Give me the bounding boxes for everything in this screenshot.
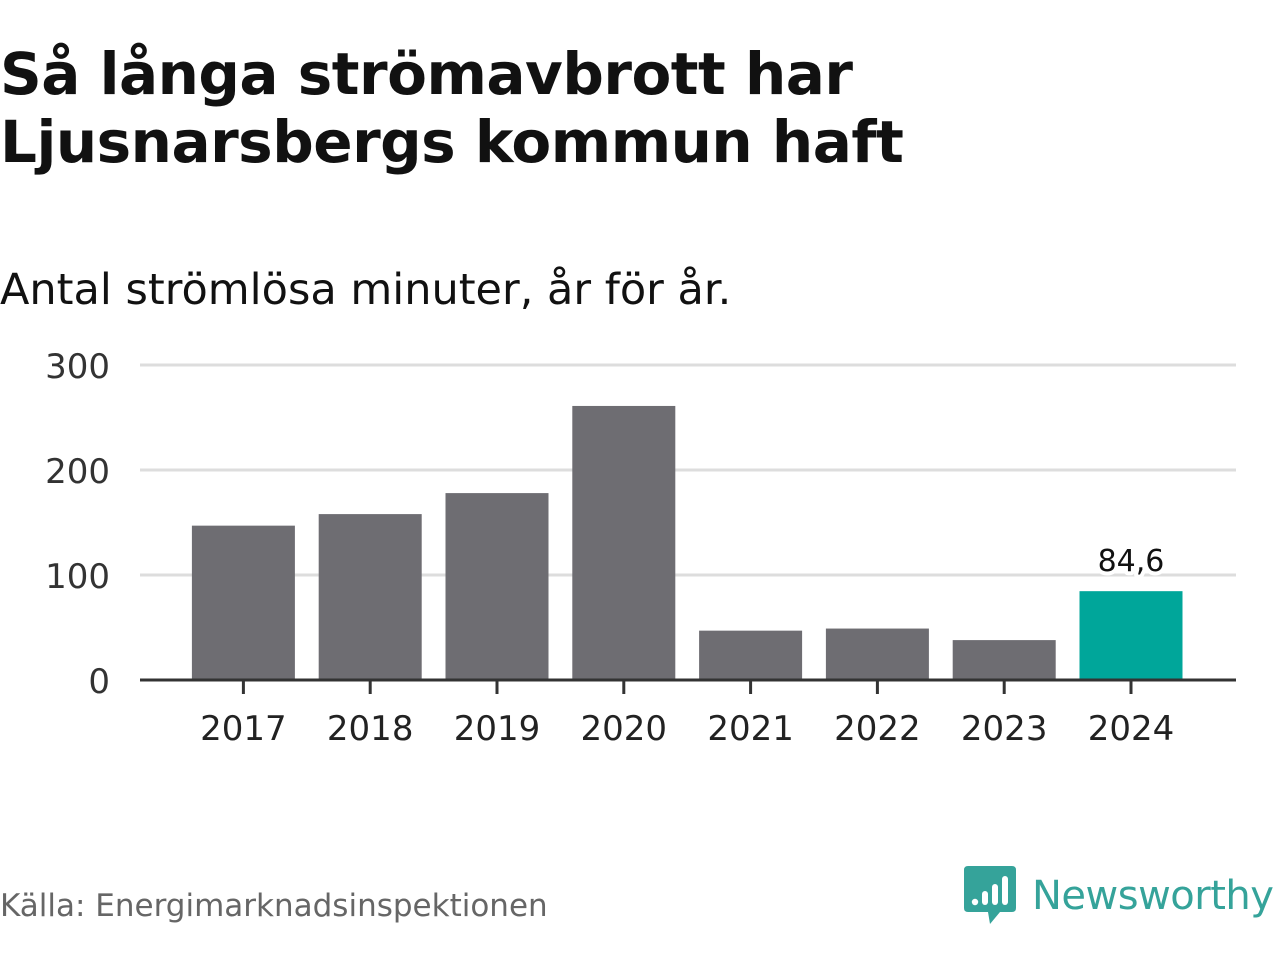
y-tick-label: 200 [45,452,110,492]
y-tick-label: 100 [45,557,110,597]
bar-2020 [572,405,676,680]
y-tick-label: 0 [88,662,110,702]
x-tick-label: 2021 [707,709,794,749]
x-tick-label: 2017 [200,709,287,749]
chart-subtitle: Antal strömlösa minuter, år för år. [0,265,732,315]
bar-2018 [318,514,422,680]
bar-2023 [952,640,1056,680]
newsworthy-logo-icon [964,866,1016,924]
gridlines [140,363,1236,577]
x-tick-label: 2024 [1088,709,1175,749]
brand-name: Newsworthy [1032,873,1274,919]
source-note: Källa: Energimarknadsinspektionen [0,888,548,924]
data-label-2024: 84,6 [1098,544,1165,579]
y-tick-label: 300 [45,347,110,387]
bar-2019 [445,493,549,680]
x-tick-label: 2019 [454,709,541,749]
x-tick-label: 2022 [834,709,921,749]
x-tick-label: 2018 [327,709,414,749]
x-axis [140,678,1236,694]
bar-2024 [1079,591,1183,680]
bar-chart: 0 100 200 300 2017 2018 2019 2020 2021 2022 2023 20… [45,347,1236,749]
bar-2021 [699,630,803,680]
labels: 0 100 200 300 2017 2018 2019 2020 2021 2022 2023 20… [45,347,1174,749]
chart-title: Så långa strömavbrott har Ljusnarsbergs … [0,40,904,176]
bars [191,405,1183,680]
bar-2017 [191,525,295,680]
brand-block: Newsworthy [962,864,1274,928]
bar-2022 [825,628,929,680]
x-tick-label: 2020 [581,709,668,749]
x-tick-label: 2023 [961,709,1048,749]
